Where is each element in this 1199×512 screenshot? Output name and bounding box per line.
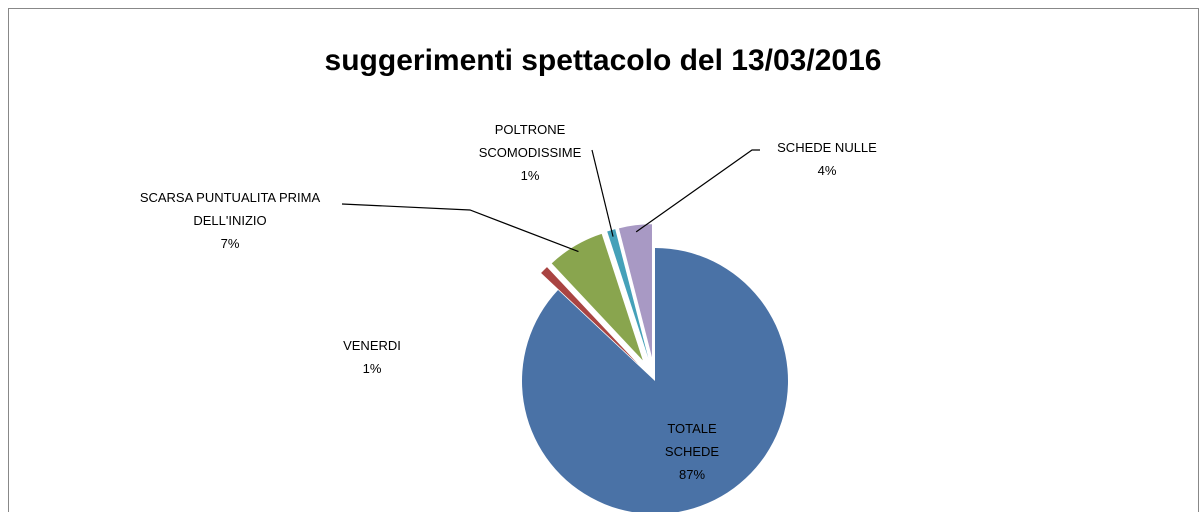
pie-slice <box>551 233 643 361</box>
slice-percent: 1% <box>362 361 382 376</box>
slice-label: SCHEDE NULLE <box>777 140 877 155</box>
slice-label: VENERDI <box>343 338 401 353</box>
pie-slice <box>522 248 788 512</box>
slice-label: POLTRONE SCOMODISSIME <box>478 122 582 160</box>
slice-label: TOTALE SCHEDE <box>664 421 720 459</box>
pie-slice <box>541 267 639 365</box>
slice-percent: 1% <box>520 168 540 183</box>
slice-percent: 87% <box>678 467 706 482</box>
slice-label: SCARSA PUNTUALITA PRIMA DELL'INIZIO <box>139 190 321 228</box>
slice-percent: 4% <box>817 163 837 178</box>
slice-percent: 7% <box>220 236 240 251</box>
pie-slice <box>618 224 652 358</box>
chart-title: suggerimenti spettacolo del 13/03/2016 <box>325 44 882 77</box>
leader-line <box>591 149 614 237</box>
leader-line <box>341 203 579 253</box>
leader-line <box>635 149 760 233</box>
pie-slice <box>607 229 649 358</box>
